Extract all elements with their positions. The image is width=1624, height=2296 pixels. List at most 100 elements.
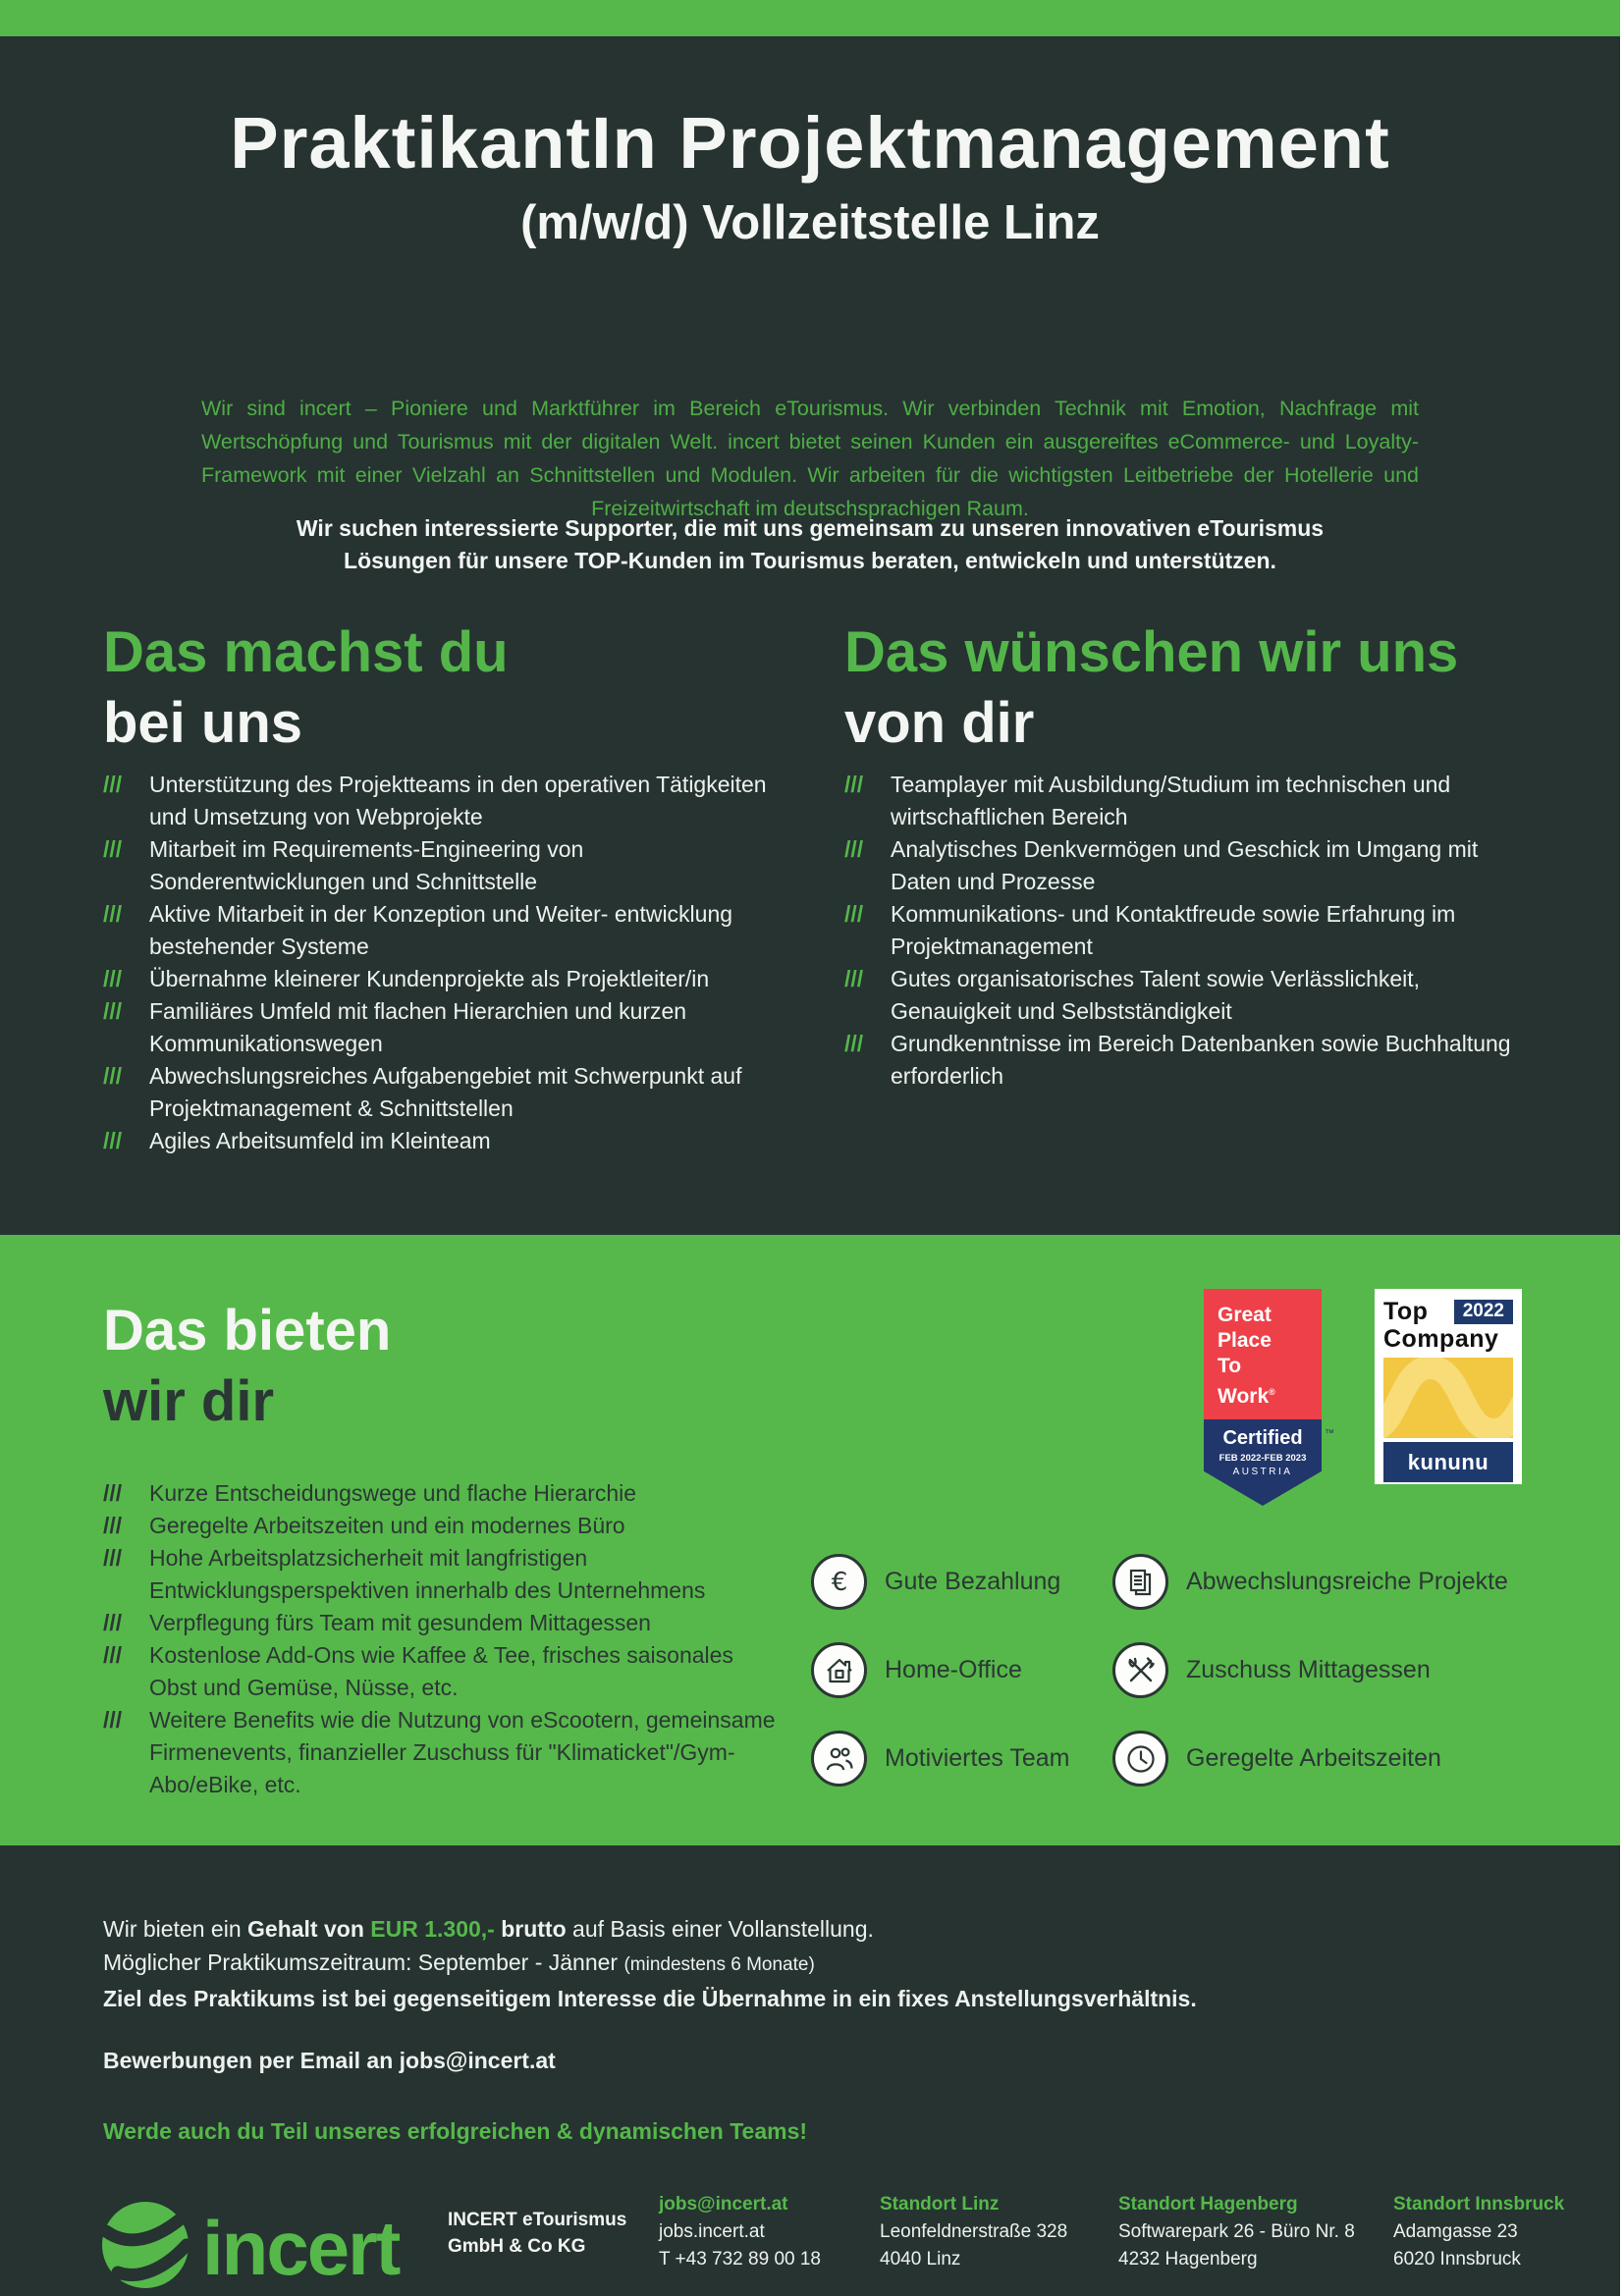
slash-marker-icon: /// xyxy=(103,1642,123,1668)
salary-suffix: auf Basis einer Vollanstellung. xyxy=(566,1916,874,1942)
salary-amount: EUR 1.300,- xyxy=(370,1916,495,1942)
gptw-word: To xyxy=(1218,1355,1242,1377)
contact-column: jobs@incert.at jobs.incert.at T +43 732 … xyxy=(659,2191,880,2273)
slash-marker-icon: /// xyxy=(103,966,123,991)
incert-logo-text: incert xyxy=(202,2205,401,2290)
goal-line: Ziel des Praktikums ist bei gegenseitige… xyxy=(103,1986,1197,2011)
page-title: PraktikantIn Projektmanagement xyxy=(230,102,1390,184)
gptw-red-block: Great Place To Work® xyxy=(1204,1289,1322,1419)
gptw-word: Great xyxy=(1218,1304,1272,1326)
offer-heading-line2: wir dir xyxy=(103,1369,275,1433)
company-intro-paragraph: Wir sind incert – Pioniere und Marktführ… xyxy=(201,396,1419,520)
gptw-word: Work® xyxy=(1218,1379,1310,1410)
list-item-text: Analytisches Denkvermögen und Geschick i… xyxy=(891,836,1479,894)
slash-marker-icon: /// xyxy=(103,772,123,797)
salary-line: Wir bieten ein Gehalt von EUR 1.300,- br… xyxy=(103,1912,1561,1946)
main-dark-panel: PraktikantIn Projektmanagement (m/w/d) V… xyxy=(0,36,1620,1235)
conditions-block: Wir bieten ein Gehalt von EUR 1.300,- br… xyxy=(103,1912,1561,2148)
kununu-brand-label: kununu xyxy=(1407,1449,1489,1474)
cta-line: Werde auch du Teil unseres erfolgreichen… xyxy=(103,2118,808,2144)
slash-marker-icon: /// xyxy=(844,772,864,797)
registered-mark: ® xyxy=(1269,1387,1275,1397)
list-item: /// Abwechslungsreiches Aufgabengebiet mi… xyxy=(103,1060,844,1125)
period-line: Möglicher Praktikumszeitraum: September … xyxy=(103,1946,1561,1982)
benefit-label: Zuschuss Mittagessen xyxy=(1186,1656,1431,1683)
wave-icon xyxy=(1383,1358,1513,1438)
salary-bold: brutto xyxy=(494,1916,567,1942)
benefit-label: Motiviertes Team xyxy=(885,1744,1070,1772)
list-item: /// Weitere Benefits wie die Nutzung von … xyxy=(103,1704,790,1801)
location-address: 4040 Linz xyxy=(880,2249,961,2269)
home-icon xyxy=(811,1642,867,1698)
benefit-label: Gute Bezahlung xyxy=(885,1568,1061,1595)
list-item-text: Gutes organisatorisches Talent sowie Ver… xyxy=(891,966,1421,1024)
list-item-text: Kommunikations- und Kontaktfreude sowie … xyxy=(891,901,1456,959)
gptw-certified-label: Certified xyxy=(1222,1427,1303,1449)
slash-marker-icon: /// xyxy=(103,1063,123,1089)
incert-logo-icon: incert xyxy=(99,2202,403,2291)
euro-icon: € xyxy=(811,1554,867,1610)
team-icon xyxy=(811,1731,867,1787)
tasks-heading-line1: Das machst du xyxy=(103,620,509,684)
slash-marker-icon: /// xyxy=(844,901,864,927)
list-item: /// Hohe Arbeitsplatzsicherheit mit langf… xyxy=(103,1542,790,1607)
incert-logo: incert xyxy=(98,2196,448,2295)
tasks-list: /// Unterstützung des Projektteams in den… xyxy=(103,769,844,1157)
wishes-heading: Das wünschen wir uns von dir xyxy=(844,617,1581,759)
list-item: /// Übernahme kleinerer Kundenprojekte al… xyxy=(103,963,844,995)
period-note: (mindestens 6 Monate) xyxy=(623,1954,815,1975)
list-item: /// Kommunikations- und Kontaktfreude sow… xyxy=(844,898,1581,963)
kununu-wave-graphic xyxy=(1383,1358,1513,1438)
list-item: /// Aktive Mitarbeit in der Konzeption un… xyxy=(103,898,844,963)
award-badges: Great Place To Work® Certified FEB 2022-… xyxy=(1204,1289,1522,1506)
benefit-item: Motiviertes Team xyxy=(811,1731,1112,1787)
benefit-item: Abwechslungsreiche Projekte xyxy=(1112,1554,1577,1610)
location-address: Softwarepark 26 - Büro Nr. 8 xyxy=(1118,2221,1355,2242)
company-name-line2: GmbH & Co KG xyxy=(448,2236,586,2257)
gptw-blue-block: Certified FEB 2022-FEB 2023 AUSTRIA xyxy=(1204,1419,1322,1506)
list-item-text: Aktive Mitarbeit in der Konzeption und W… xyxy=(149,901,733,959)
list-item-text: Geregelte Arbeitszeiten und ein modernes… xyxy=(149,1513,625,1538)
title-block: PraktikantIn Projektmanagement (m/w/d) V… xyxy=(0,105,1620,250)
offer-green-panel: Das bieten wir dir /// Kurze Entscheidung… xyxy=(0,1235,1620,1845)
footer-dark-panel: Wir bieten ein Gehalt von EUR 1.300,- br… xyxy=(0,1845,1620,2296)
list-item-text: Agiles Arbeitsumfeld im Kleinteam xyxy=(149,1128,491,1153)
offer-list: /// Kurze Entscheidungswege und flache Hi… xyxy=(103,1477,790,1801)
offer-heading: Das bieten wir dir xyxy=(103,1296,391,1447)
list-item-text: Teamplayer mit Ausbildung/Studium im tec… xyxy=(891,772,1451,829)
pitch-paragraph: Wir suchen interessierte Supporter, die … xyxy=(296,515,1325,573)
list-item: /// Verpflegung fürs Team mit gesundem Mi… xyxy=(103,1607,790,1639)
company-name: INCERT eTourismus GmbH & Co KG xyxy=(448,2207,659,2260)
list-item: /// Kurze Entscheidungswege und flache Hi… xyxy=(103,1477,790,1510)
meal-icon xyxy=(1112,1642,1168,1698)
kununu-top-label: Top xyxy=(1383,1298,1429,1325)
location-address: 4232 Hagenberg xyxy=(1118,2249,1258,2269)
benefit-label: Abwechslungsreiche Projekte xyxy=(1186,1568,1508,1595)
list-item: /// Geregelte Arbeitszeiten und ein moder… xyxy=(103,1510,790,1542)
great-place-to-work-badge: Great Place To Work® Certified FEB 2022-… xyxy=(1204,1289,1334,1506)
company-name-line1: INCERT eTourismus xyxy=(448,2210,627,2230)
kununu-brand-band: kununu xyxy=(1383,1442,1513,1482)
location-name: Standort Linz xyxy=(880,2194,1000,2215)
list-item: /// Grundkenntnisse im Bereich Datenbanke… xyxy=(844,1028,1581,1093)
trademark-mark: ™ xyxy=(1325,1428,1334,1439)
slash-marker-icon: /// xyxy=(103,901,123,927)
location-address: Leonfeldnerstraße 328 xyxy=(880,2221,1068,2242)
tasks-heading-line2: bei uns xyxy=(103,691,303,755)
benefit-item: Zuschuss Mittagessen xyxy=(1112,1642,1577,1698)
tasks-column: Das machst du bei uns /// Unterstützung d… xyxy=(103,617,844,1157)
gptw-word-work: Work xyxy=(1218,1385,1270,1408)
slash-marker-icon: /// xyxy=(103,1610,123,1635)
list-item: /// Mitarbeit im Requirements-Engineering… xyxy=(103,833,844,898)
slash-marker-icon: /// xyxy=(844,836,864,862)
tasks-heading: Das machst du bei uns xyxy=(103,617,844,759)
location-linz: Standort Linz Leonfeldnerstraße 328 4040… xyxy=(880,2191,1118,2273)
kununu-company-label: Company xyxy=(1383,1325,1499,1353)
location-address: Adamgasse 23 xyxy=(1393,2221,1518,2242)
list-item: /// Gutes organisatorisches Talent sowie … xyxy=(844,963,1581,1028)
slash-marker-icon: /// xyxy=(103,998,123,1024)
location-innsbruck: Standort Innsbruck Adamgasse 23 6020 Inn… xyxy=(1393,2191,1619,2273)
kununu-top-company-badge: Top 2022 Company kununu xyxy=(1375,1289,1522,1484)
offer-heading-line1: Das bieten xyxy=(103,1299,392,1362)
